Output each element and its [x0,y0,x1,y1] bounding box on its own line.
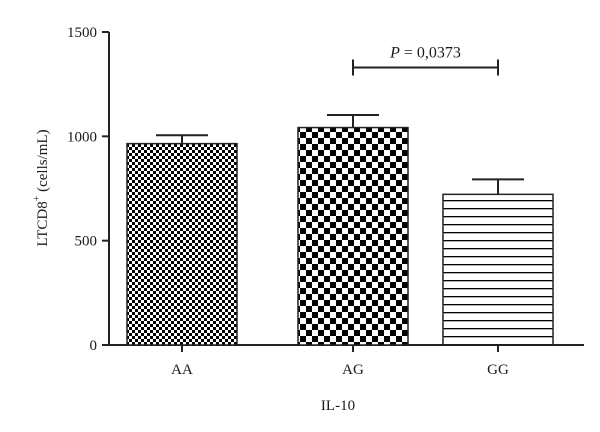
y-tick-label: 1000 [67,129,97,145]
bars [126,114,554,346]
x-tick-label-aa: AA [171,362,193,378]
significance-annotation: P = 0,0373 [352,44,499,76]
x-axis-label: IL-10 [321,398,355,414]
plot-area: 0 500 1000 1500 AA AG GG P = 0,0373 [67,25,584,378]
bar-gg [442,193,554,346]
y-axis-label: LTCD8+ (cells/mL) [32,129,51,246]
y-tick-label: 0 [90,338,98,354]
bar-aa [126,142,238,346]
bar-ag [297,126,409,346]
x-tick-label-ag: AG [342,362,364,378]
x-tick-label-gg: GG [487,362,509,378]
y-tick-label: 500 [75,234,98,250]
y-axis-label-unit: (cells/mL) [35,129,51,195]
x-axis-ticks: AA AG GG [171,345,509,378]
y-axis-label-main: LTCD8 [35,201,51,246]
p-value-label: P = 0,0373 [389,44,461,61]
p-symbol: P [389,44,400,61]
p-value: = 0,0373 [400,44,461,61]
y-axis-label-superscript: + [32,195,43,201]
y-axis-ticks: 0 500 1000 1500 [67,25,109,354]
y-tick-label: 1500 [67,25,97,41]
